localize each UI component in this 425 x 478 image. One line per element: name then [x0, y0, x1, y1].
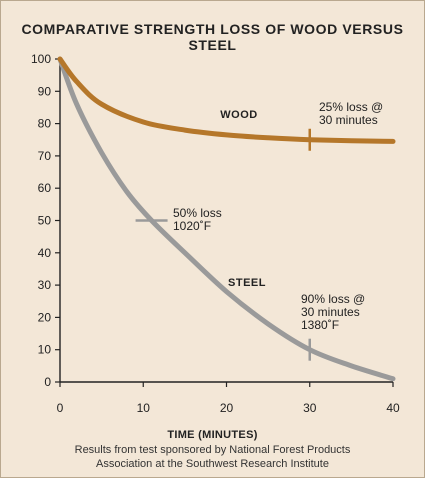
- y-tick-label-80: 80: [38, 117, 52, 131]
- annotation-2-line-1: 50% loss: [173, 206, 222, 220]
- chart-title: COMPARATIVE STRENGTH LOSS OF WOOD VERSUS…: [21, 21, 404, 53]
- y-tick-label-0: 0: [44, 375, 51, 389]
- series-line-wood: [57, 56, 396, 144]
- caption-line-2: Association at the Southwest Research In…: [96, 458, 329, 470]
- line-chart: 0 10 20 30 40 50 60 70 80 90 100 0 10 20 30 40 WOOD STEEL…: [31, 52, 400, 415]
- annotation-1-line-1: 25% loss @: [319, 100, 383, 114]
- y-tick-label-20: 20: [38, 310, 52, 324]
- x-axis-label: TIME (MINUTES): [167, 429, 258, 441]
- series-line-steel: [57, 56, 396, 382]
- x-tick-label-40: 40: [386, 401, 400, 415]
- caption-line-1: Results from test sponsored by National …: [74, 444, 351, 456]
- annotation-1-line-2: 30 minutes: [319, 113, 378, 127]
- y-tick-label-50: 50: [38, 214, 52, 228]
- x-tick-label-0: 0: [57, 401, 64, 415]
- y-tick-label-10: 10: [38, 343, 52, 357]
- y-tick-label-40: 40: [38, 246, 52, 260]
- annotation-3-line-2: 30 minutes: [301, 305, 360, 319]
- y-tick-label-30: 30: [38, 278, 52, 292]
- series-label-wood: WOOD: [220, 109, 257, 121]
- y-tick-label-100: 100: [31, 52, 51, 66]
- y-tick-label-60: 60: [38, 181, 52, 195]
- y-tick-label-90: 90: [38, 84, 52, 98]
- x-tick-label-20: 20: [220, 401, 234, 415]
- annotation-3-line-3: 1380˚F: [301, 318, 339, 332]
- series-label-steel: STEEL: [228, 277, 266, 289]
- x-tick-label-30: 30: [303, 401, 317, 415]
- annotation-3-line-1: 90% loss @: [301, 292, 365, 306]
- y-tick-label-70: 70: [38, 149, 52, 163]
- annotation-2-line-2: 1020˚F: [173, 219, 211, 233]
- x-tick-label-10: 10: [137, 401, 151, 415]
